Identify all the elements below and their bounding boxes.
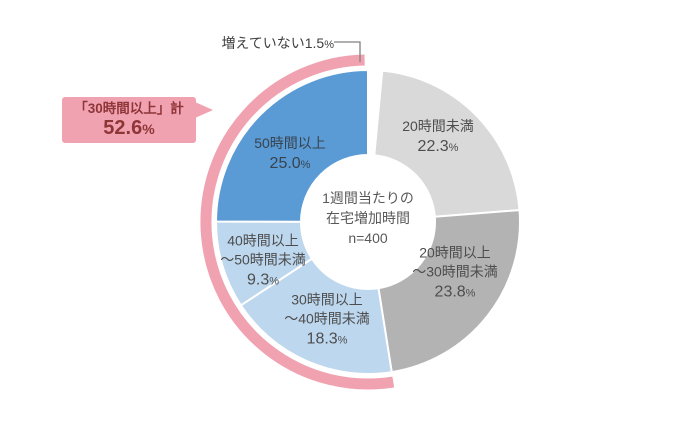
segment-name: ～40時間未満 (284, 310, 370, 327)
segment-label-under-20h: 20時間未満 22.3% (402, 117, 474, 159)
segment-label-30-40h: 30時間以上 ～40時間未満 18.3% (284, 291, 370, 352)
highlight-label: 「30時間以上」計 (74, 100, 184, 116)
segment-value: 9.3% (246, 271, 280, 289)
donut-slice-5 (214, 68, 369, 223)
annotation-not-increased: 増えていない1.5% (221, 33, 334, 53)
annotation-percent-sign: % (324, 39, 334, 51)
segment-value: 25.0% (269, 155, 311, 172)
center-title-line1: 1週間当たりの (322, 190, 414, 206)
annotation-value: 1.5 (304, 35, 325, 51)
highlight-value: 52.6% (103, 116, 155, 139)
donut-slices (214, 68, 521, 375)
segment-label-over-50h: 50時間以上 25.0% (254, 134, 326, 176)
segment-name: 20時間未満 (402, 118, 474, 134)
center-title-line2: 在宅増加時間 (325, 210, 410, 226)
center-sample-size: n=400 (348, 230, 388, 246)
donut-center-label: 1週間当たりの 在宅増加時間 n=400 (322, 188, 414, 248)
donut-slice-1 (373, 69, 521, 218)
annotation-leader-line (334, 41, 361, 62)
segment-value: 23.8% (434, 283, 476, 301)
segment-name: 20時間以上 (419, 244, 491, 261)
segment-name: ～50時間未満 (220, 251, 306, 268)
segment-name: 50時間以上 (254, 135, 326, 151)
segment-name: 30時間以上 (291, 291, 363, 308)
donut-slice-2 (377, 209, 521, 374)
donut-slice-3 (239, 257, 393, 375)
highlight-arc (200, 54, 395, 390)
highlight-callout-pointer (195, 102, 213, 118)
segment-name: ～30時間未満 (412, 263, 498, 280)
segment-value: 18.3% (306, 330, 348, 348)
segment-value: 22.3% (417, 138, 459, 155)
highlight-callout: 「30時間以上」計 52.6% (62, 97, 196, 143)
annotation-text: 増えていない (221, 35, 305, 51)
segment-name: 40時間以上 (227, 232, 299, 249)
segment-label-40-50h: 40時間以上 ～50時間未満 9.3% (220, 232, 306, 293)
segment-label-20-30h: 20時間以上 ～30時間未満 23.8% (412, 244, 498, 305)
